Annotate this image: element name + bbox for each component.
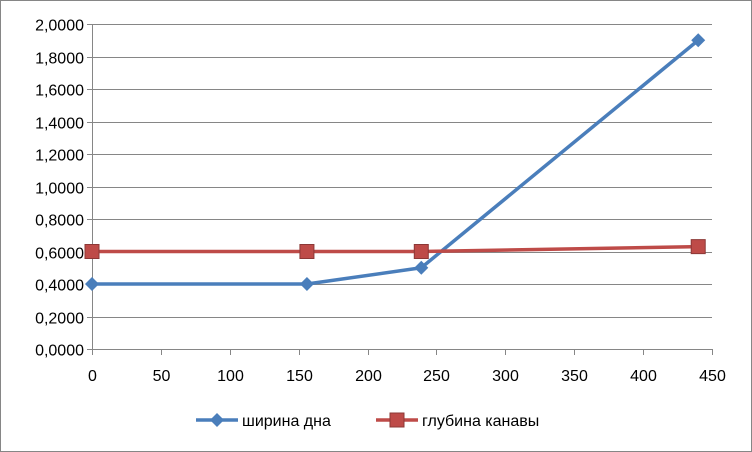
y-tick-label: 0,0000 <box>35 343 84 360</box>
x-tick-label: 300 <box>492 368 519 385</box>
legend-label-2: глубина канавы <box>422 413 539 430</box>
axes <box>87 24 713 355</box>
data-point-diamond <box>414 260 429 275</box>
legend: ширина дна глубина канавы <box>196 412 539 430</box>
data-point-diamond <box>210 413 224 427</box>
x-tick-label: 450 <box>699 368 726 385</box>
series-line-2 <box>92 244 699 254</box>
x-tick-label: 350 <box>561 368 588 385</box>
y-tick-label: 0,4000 <box>35 278 84 295</box>
y-tick-label: 1,4000 <box>35 116 84 133</box>
data-point-square <box>389 412 405 428</box>
data-point-square <box>299 244 315 259</box>
x-tick-label: 100 <box>217 368 244 385</box>
y-tick-label: 0,8000 <box>35 213 84 230</box>
data-point-square <box>690 239 706 255</box>
series-group <box>84 33 706 291</box>
data-point-square <box>84 244 100 259</box>
series-line-1 <box>92 38 700 286</box>
x-tick-label: 0 <box>88 368 97 385</box>
y-tick-label: 0,2000 <box>35 311 84 328</box>
x-tick-labels: 0 50 100 150 200 250 300 350 400 450 <box>88 368 726 385</box>
data-point-square <box>413 244 429 259</box>
data-point-diamond <box>85 277 99 291</box>
y-tick-label: 1,6000 <box>35 83 84 100</box>
x-tick-label: 400 <box>630 368 657 385</box>
x-tick-label: 150 <box>286 368 313 385</box>
gridlines <box>92 24 712 318</box>
data-point-diamond <box>691 33 706 48</box>
x-tick-label: 50 <box>153 368 171 385</box>
y-tick-label: 0,6000 <box>35 246 84 263</box>
y-tick-label: 2,0000 <box>35 18 84 35</box>
y-tick-labels: 0,0000 0,2000 0,4000 0,6000 0,8000 1,0000 1,20… <box>35 18 84 360</box>
y-tick-label: 1,0000 <box>35 181 84 198</box>
data-point-diamond <box>299 277 314 291</box>
x-tick-label: 250 <box>423 368 450 385</box>
y-tick-label: 1,8000 <box>35 51 84 68</box>
x-tick-label: 200 <box>355 368 382 385</box>
legend-label-1: ширина дна <box>242 413 331 430</box>
y-tick-label: 1,2000 <box>35 148 84 165</box>
